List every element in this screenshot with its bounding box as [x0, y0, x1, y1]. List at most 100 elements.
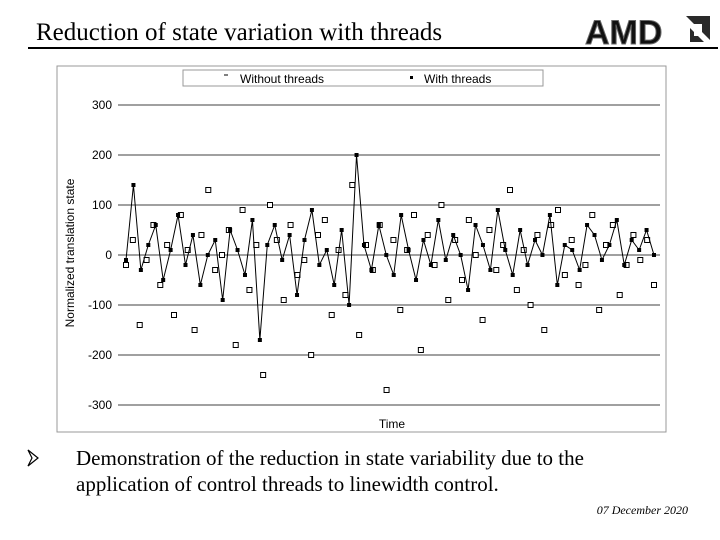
marker: [342, 292, 349, 298]
marker: [280, 258, 285, 262]
marker: [568, 237, 575, 243]
marker: [472, 252, 479, 258]
y-tick-label: -100: [88, 298, 112, 312]
marker: [577, 268, 582, 272]
marker: [356, 332, 363, 338]
marker: [616, 292, 623, 298]
marker: [376, 223, 381, 227]
logo-icon: [686, 16, 710, 42]
marker: [570, 248, 575, 252]
marker: [232, 342, 239, 348]
marker: [198, 283, 203, 287]
bullet-line: application of control threads to linewi…: [76, 472, 499, 496]
marker: [525, 263, 530, 267]
marker: [507, 187, 513, 193]
marker: [466, 288, 471, 292]
marker: [315, 232, 321, 238]
marker: [369, 268, 374, 272]
marker: [518, 228, 523, 232]
marker: [629, 238, 634, 242]
marker: [644, 228, 649, 232]
marker: [451, 233, 456, 237]
marker: [459, 277, 465, 283]
marker: [575, 282, 582, 288]
bullet-icon: [27, 449, 39, 467]
marker: [406, 248, 411, 252]
marker: [390, 237, 397, 243]
marker: [171, 312, 177, 318]
marker: [547, 213, 552, 217]
marker: [592, 233, 597, 237]
y-tick-label: 100: [92, 198, 112, 212]
marker: [328, 312, 335, 318]
marker: [267, 202, 273, 208]
marker: [637, 257, 644, 263]
marker: [308, 352, 315, 358]
marker: [361, 243, 366, 247]
marker: [354, 153, 359, 157]
bullet-line: Demonstration of the reduction in state …: [76, 446, 584, 470]
marker: [287, 222, 294, 228]
marker: [445, 297, 452, 303]
marker: [488, 268, 493, 272]
marker: [414, 278, 419, 282]
marker: [131, 183, 136, 187]
marker: [220, 298, 225, 302]
marker: [176, 213, 181, 217]
marker: [205, 253, 210, 257]
x-axis-label: Time: [379, 417, 406, 431]
y-tick-label: 0: [105, 248, 112, 262]
logo-text: AMD: [585, 14, 662, 52]
marker: [534, 232, 541, 238]
marker: [324, 248, 329, 252]
marker: [183, 263, 188, 267]
marker: [239, 207, 246, 213]
marker: [589, 212, 596, 218]
legend-label: Without threads: [240, 72, 324, 86]
marker: [622, 263, 627, 267]
marker: [503, 248, 508, 252]
marker: [349, 182, 356, 188]
chart: -300 -200 -100 0 100 200 300 Normalized transla…: [63, 72, 660, 431]
marker: [153, 223, 158, 227]
marker: [465, 217, 472, 223]
marker: [123, 262, 129, 268]
marker: [486, 227, 493, 233]
marker: [411, 212, 417, 218]
marker: [184, 247, 191, 253]
legend-label: With threads: [424, 72, 491, 86]
marker: [480, 243, 485, 247]
marker: [443, 258, 448, 262]
marker: [198, 232, 205, 238]
marker: [585, 223, 590, 227]
marker: [637, 248, 642, 252]
marker: [219, 252, 225, 258]
marker: [302, 238, 307, 242]
marker: [164, 242, 171, 248]
marker: [397, 307, 404, 313]
marker: [138, 268, 143, 272]
marker: [555, 283, 560, 287]
y-tick-label: -300: [88, 398, 112, 412]
legend-marker: [410, 76, 413, 79]
y-tick-label: 200: [92, 148, 112, 162]
marker: [596, 307, 603, 313]
marker: [421, 238, 426, 242]
marker: [347, 303, 352, 307]
marker: [493, 267, 500, 273]
legend: [182, 69, 544, 87]
marker: [510, 273, 515, 277]
marker: [473, 223, 478, 227]
marker: [630, 232, 637, 238]
marker: [607, 243, 612, 247]
chart-frame: [56, 65, 667, 433]
marker: [458, 253, 463, 257]
marker: [257, 338, 262, 342]
date: 07 December 2020: [597, 503, 688, 517]
marker: [384, 253, 389, 257]
marker: [250, 218, 255, 222]
logo: AMD: [585, 14, 710, 53]
marker: [265, 243, 270, 247]
marker: [399, 213, 404, 217]
